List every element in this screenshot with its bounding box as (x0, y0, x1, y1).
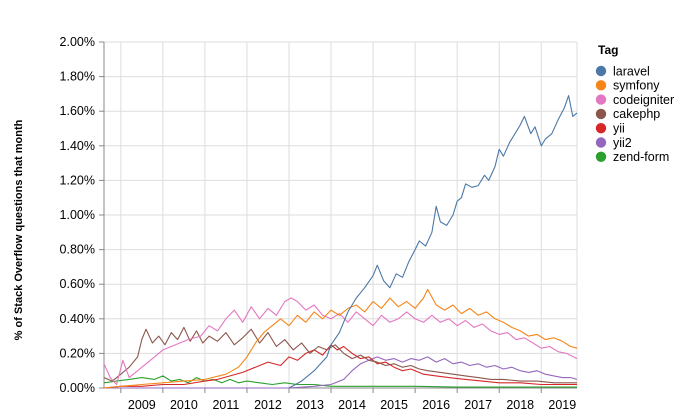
axes (99, 41, 577, 393)
series-line-yii (103, 344, 577, 389)
x-tick-labels: 2009 2010 2011 2012 2013 2014 2015 2016 2017 2018… (128, 398, 576, 412)
x-tick-label: 2012 (254, 398, 282, 412)
y-tick-label: 1.40% (60, 139, 95, 153)
legend-label-zend-form: zend-form (613, 150, 669, 164)
series-line-symfony (103, 288, 578, 389)
series-line-laravel (288, 95, 578, 389)
y-tick-label: 0.20% (60, 346, 95, 360)
y-tick-label: 1.20% (60, 173, 95, 187)
legend-label-cakephp: cakephp (613, 107, 660, 121)
y-tick-label: 1.60% (60, 104, 95, 118)
y-tick-label: 0.80% (60, 243, 95, 257)
x-tick-label: 2014 (338, 398, 366, 412)
legend-label-symfony: symfony (613, 79, 660, 93)
legend-marker-symfony (595, 80, 607, 91)
y-tick-label: 0.00% (60, 381, 95, 395)
x-tick-label: 2009 (128, 398, 156, 412)
x-tick-label: 2017 (464, 398, 492, 412)
legend-label-yii: yii (613, 122, 625, 136)
legend-marker-yii2 (595, 137, 607, 148)
legend-marker-zend-form (595, 151, 607, 162)
legend: Tag laravelsymfonycodeignitercakephpyiiy… (595, 43, 674, 164)
x-tick-label: 2018 (506, 398, 534, 412)
x-tick-label: 2015 (380, 398, 408, 412)
series-line-zend-form (103, 375, 577, 388)
y-tick-label: 0.60% (60, 277, 95, 291)
legend-title: Tag (598, 43, 618, 57)
y-tick-label: 1.80% (60, 70, 95, 84)
legend-marker-yii (595, 123, 607, 134)
x-tick-label: 2010 (170, 398, 198, 412)
series-line-yii2 (104, 356, 578, 389)
y-axis-title: % of Stack Overflow questions that month (13, 119, 25, 340)
legend-label-codeigniter: codeigniter (613, 93, 674, 107)
y-tick-label: 1.00% (60, 208, 95, 222)
x-tick-label: 2011 (212, 398, 239, 412)
legend-marker-codeigniter (595, 94, 607, 105)
series-line-cakephp (103, 326, 577, 384)
series-line-codeigniter (103, 297, 578, 386)
x-tick-label: 2013 (296, 398, 324, 412)
legend-marker-cakephp (595, 108, 607, 120)
legend-label-yii2: yii2 (613, 136, 632, 150)
x-tick-label: 2019 (548, 398, 576, 412)
x-tick-label: 2016 (422, 398, 450, 412)
y-tick-label: 0.40% (60, 312, 95, 326)
y-tick-label: 2.00% (60, 35, 95, 49)
legend-marker-laravel (595, 65, 607, 77)
y-tick-labels: 0.00% 0.20% 0.40% 0.60% 0.80% 1.00% 1.20% 1.40%… (60, 35, 95, 395)
legend-label-laravel: laravel (613, 64, 650, 78)
series-lines (103, 95, 578, 389)
